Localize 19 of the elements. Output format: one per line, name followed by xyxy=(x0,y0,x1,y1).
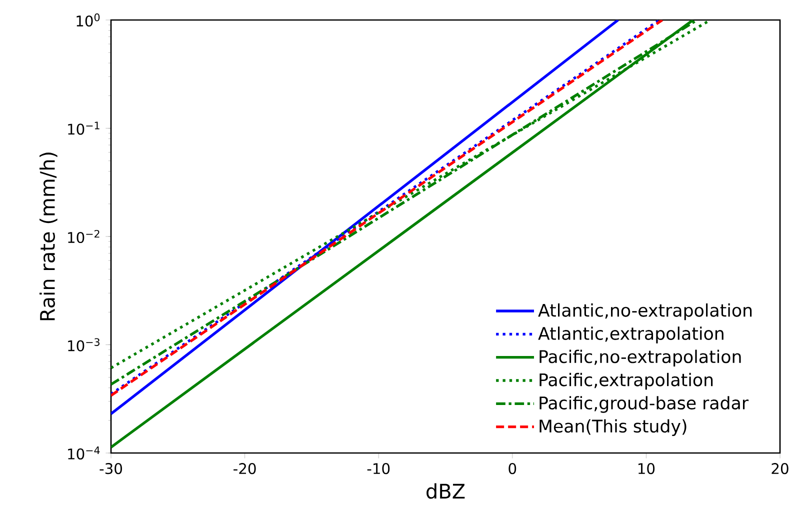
x-tick-label: -10 xyxy=(367,463,390,474)
y-tick-label: 10$^{−1}$ xyxy=(68,122,100,135)
y-tick-label: 10$^{−2}$ xyxy=(68,230,100,244)
legend-label: Pacific,groud-base radar xyxy=(540,396,749,413)
y-tick-label: 10$^{−3}$ xyxy=(68,338,100,352)
legend-label: Pacific,no-extrapolation xyxy=(540,350,741,367)
y-tick-label: 10$^{−4}$ xyxy=(68,446,100,460)
x-tick-label: -30 xyxy=(100,463,122,474)
x-tick-label: 20 xyxy=(772,463,788,474)
y-axis-title: Rain rate (mm/h) xyxy=(40,152,58,320)
x-tick-label: -20 xyxy=(234,463,256,474)
legend-label: Pacific,extrapolation xyxy=(540,372,713,390)
legend-label: Atlantic,extrapolation xyxy=(538,326,724,344)
x-tick-label: 10 xyxy=(638,463,655,474)
x-tick-label: 0 xyxy=(508,463,516,474)
y-tick-label: 10$^{0}$ xyxy=(76,13,100,27)
legend-label: Mean(This study) xyxy=(540,419,686,436)
legend-label: Atlantic,no-extrapolation xyxy=(538,303,752,320)
x-axis-title: dBZ xyxy=(426,483,465,499)
